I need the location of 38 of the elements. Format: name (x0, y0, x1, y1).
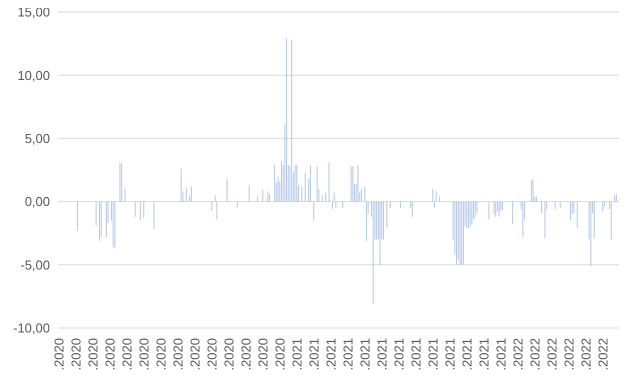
x-tick-label: .2021 (323, 338, 338, 371)
x-tick-label: .2020 (102, 338, 118, 371)
y-tick-label: -5,00 (20, 257, 50, 272)
x-tick-label: .2021 (442, 338, 458, 371)
x-tick-label: .2021 (425, 338, 440, 371)
y-tick-label: -10,00 (13, 320, 50, 336)
x-tick-label: .2021 (289, 338, 304, 371)
x-tick-label: .2020 (119, 338, 134, 371)
x-tick-label: .2021 (306, 338, 322, 371)
x-tick-label: .2020 (85, 338, 100, 371)
x-tick-label: .2022 (544, 338, 560, 371)
x-tick-label: .2020 (187, 338, 202, 371)
y-tick-label: 10,00 (17, 68, 50, 83)
y-tick-label: 5,00 (24, 131, 50, 146)
x-tick-label: .2020 (272, 338, 288, 371)
x-tick-label: .2022 (578, 338, 594, 371)
x-tick-label: .2020 (68, 338, 84, 371)
x-tick-label: .2022 (527, 338, 542, 371)
x-tick-label: .2020 (221, 338, 236, 371)
x-tick-label: .2021 (493, 338, 508, 371)
x-tick-label: .2021 (340, 338, 356, 371)
x-tick-label: .2022 (510, 338, 526, 371)
x-tick-label: .2020 (153, 338, 168, 371)
x-tick-label: .2021 (459, 338, 474, 371)
x-tick-label: .2022 (595, 338, 610, 371)
x-tick-label: .2021 (391, 338, 406, 371)
y-tick-label: 0,00 (24, 194, 50, 210)
x-tick-label: .2020 (238, 338, 254, 371)
x-tick-label: .2020 (170, 338, 186, 371)
x-tick-label: .2020 (204, 338, 220, 371)
x-tick-label: .2021 (476, 338, 492, 371)
x-tick-label: .2022 (561, 338, 576, 371)
x-tick-label: .2021 (408, 338, 424, 371)
x-tick-label: .2020 (136, 338, 152, 371)
x-tick-label: .2021 (357, 338, 372, 371)
x-tick-label: .2021 (374, 338, 390, 371)
x-tick-label: .2020 (255, 338, 270, 371)
x-tick-label: .2020 (51, 338, 66, 371)
